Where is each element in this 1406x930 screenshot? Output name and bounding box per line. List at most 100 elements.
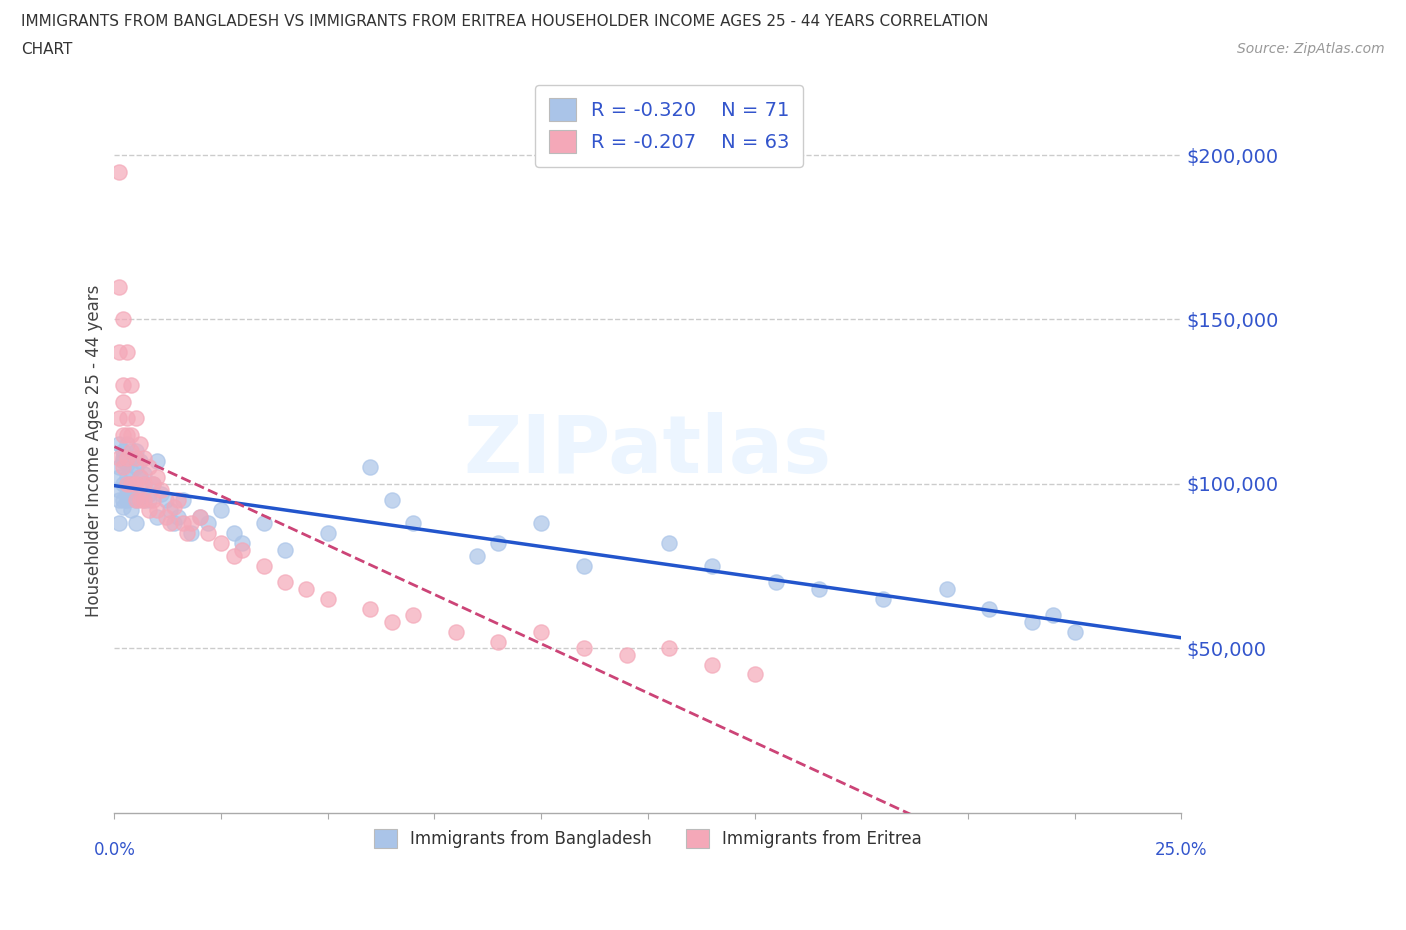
Point (129, 437, 152, 452)
Point (700, 658, 723, 672)
Point (381, 493, 404, 508)
Point (402, 608, 425, 623)
Point (616, 647, 638, 662)
Point (125, 476, 148, 491)
Point (197, 525, 219, 540)
Point (142, 476, 165, 491)
Point (316, 591, 339, 606)
Point (658, 641, 681, 656)
Point (146, 470, 169, 485)
Point (979, 602, 1001, 617)
Point (402, 516, 425, 531)
Point (111, 378, 134, 392)
Point (488, 536, 510, 551)
Point (935, 581, 957, 596)
Point (115, 437, 138, 452)
Point (129, 454, 152, 469)
Point (572, 559, 595, 574)
Point (111, 493, 134, 508)
Point (134, 476, 156, 491)
Text: Source: ZipAtlas.com: Source: ZipAtlas.com (1237, 42, 1385, 56)
Point (209, 503, 232, 518)
Point (134, 476, 156, 491)
Point (253, 516, 276, 531)
Point (465, 549, 488, 564)
Point (530, 624, 553, 639)
Point (107, 450, 129, 465)
Point (700, 559, 723, 574)
Point (176, 525, 198, 540)
Point (658, 536, 681, 551)
Point (107, 516, 129, 531)
Point (111, 476, 134, 491)
Point (129, 470, 152, 485)
Point (222, 525, 245, 540)
Point (180, 525, 202, 540)
Point (129, 489, 152, 504)
Point (115, 470, 138, 485)
Point (231, 536, 253, 551)
Text: 0.0%: 0.0% (93, 842, 135, 859)
Point (159, 516, 181, 531)
Point (146, 454, 169, 469)
Point (155, 493, 177, 508)
Point (134, 493, 156, 508)
Point (138, 503, 160, 518)
Point (107, 345, 129, 360)
Point (444, 624, 467, 639)
Point (488, 634, 510, 649)
Point (150, 486, 173, 501)
Point (125, 411, 148, 426)
Point (125, 460, 148, 475)
Point (111, 444, 134, 458)
Point (115, 427, 138, 442)
Point (121, 444, 143, 458)
Text: IMMIGRANTS FROM BANGLADESH VS IMMIGRANTS FROM ERITREA HOUSEHOLDER INCOME AGES 25: IMMIGRANTS FROM BANGLADESH VS IMMIGRANTS… (21, 14, 988, 29)
Point (155, 510, 177, 525)
Text: ZIPatlas: ZIPatlas (464, 412, 832, 490)
Point (359, 460, 381, 475)
Point (121, 483, 143, 498)
Point (111, 394, 134, 409)
Point (125, 486, 148, 501)
Point (107, 483, 129, 498)
Point (107, 437, 129, 452)
Point (121, 378, 143, 392)
Point (107, 493, 129, 508)
Point (381, 615, 404, 630)
Point (872, 591, 894, 606)
Point (253, 559, 276, 574)
Point (125, 516, 148, 531)
Point (115, 411, 138, 426)
Point (530, 516, 553, 531)
Point (115, 450, 138, 465)
Point (115, 457, 138, 472)
Point (167, 510, 190, 525)
Point (188, 510, 211, 525)
Point (163, 516, 186, 531)
Point (121, 450, 143, 465)
Point (125, 444, 148, 458)
Point (129, 470, 152, 485)
Point (134, 450, 156, 465)
Point (121, 427, 143, 442)
Point (129, 493, 152, 508)
Point (274, 575, 297, 590)
Point (111, 450, 134, 465)
Point (172, 516, 194, 531)
Point (150, 483, 173, 498)
Text: 25.0%: 25.0% (1156, 842, 1208, 859)
Point (115, 493, 138, 508)
Point (765, 575, 787, 590)
Point (111, 427, 134, 442)
Point (231, 542, 253, 557)
Point (138, 460, 160, 475)
Point (1021, 615, 1043, 630)
Point (138, 493, 160, 508)
Point (125, 450, 148, 465)
Y-axis label: Householder Income Ages 25 - 44 years: Householder Income Ages 25 - 44 years (86, 285, 103, 618)
Point (115, 486, 138, 501)
Point (111, 499, 134, 514)
Point (111, 312, 134, 327)
Point (159, 503, 181, 518)
